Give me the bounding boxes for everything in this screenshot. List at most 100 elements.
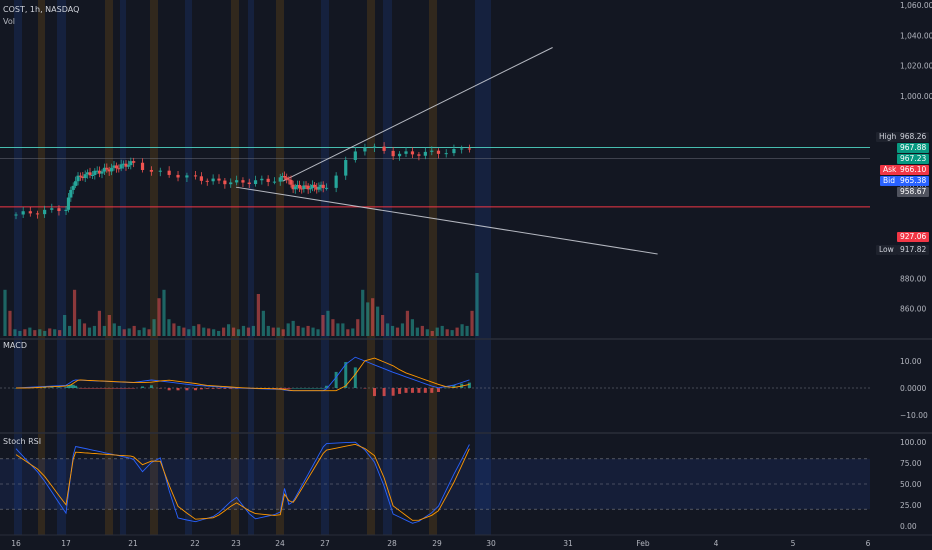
macd-histogram-bar [167, 388, 171, 391]
stoch-axis-tick: 25.00 [900, 501, 922, 510]
macd-histogram-bar [223, 388, 227, 389]
candle-body [217, 178, 221, 181]
volume-bar [3, 289, 7, 336]
candle-body [57, 208, 61, 211]
session-band [231, 0, 239, 535]
macd-histogram-bar [404, 388, 408, 393]
session-band [150, 0, 158, 535]
high-value: 968.26 [897, 132, 930, 142]
macd-histogram-bar [110, 388, 114, 389]
time-axis-label: 24 [275, 539, 285, 548]
volume-bar [147, 329, 151, 336]
candle-body [247, 182, 251, 185]
macd-histogram-bar [436, 388, 440, 393]
macd-histogram-bar [93, 388, 97, 389]
candle-body [100, 171, 104, 174]
volume-bar [23, 329, 27, 336]
candle-body [280, 176, 284, 178]
session-band [429, 0, 437, 535]
candle-body [324, 187, 329, 189]
macd-histogram-bar [278, 388, 282, 389]
volume-bar [316, 329, 320, 336]
candle-body [102, 167, 107, 172]
volume-bar [77, 319, 82, 336]
volume-bar [187, 329, 191, 336]
macd-histogram-bar [353, 367, 357, 388]
candle-body [95, 170, 99, 172]
candle-body [467, 148, 471, 150]
volume-bar [43, 330, 47, 336]
signal-line [16, 357, 470, 392]
candle-body [321, 184, 325, 189]
volume-bar [67, 325, 72, 336]
candle-body [126, 165, 130, 167]
macd-histogram-bar [112, 388, 116, 389]
candle-body [78, 175, 83, 177]
time-axis-label: 30 [486, 539, 496, 548]
macd-histogram-bar [211, 388, 215, 389]
volume-bar [142, 327, 146, 336]
macd-histogram-bar [363, 388, 367, 389]
volume-bar [296, 325, 300, 336]
macd-histogram-bar [149, 385, 153, 388]
time-axis-label: Feb [636, 539, 650, 548]
session-band [248, 0, 254, 535]
session-band [105, 0, 113, 535]
volume-bar [336, 323, 340, 336]
time-axis-label: 27 [320, 539, 330, 548]
time-axis-label: 6 [866, 539, 871, 548]
volume-bar [371, 298, 375, 336]
volume-bar [331, 319, 335, 336]
macd-histogram-bar [272, 388, 276, 389]
macd-histogram-bar [302, 388, 306, 389]
candle-body [302, 185, 306, 190]
candle-body [253, 180, 258, 185]
stoch-k-line [15, 441, 470, 524]
upper-trendline [282, 47, 553, 182]
session-band [120, 0, 126, 535]
candle-body [107, 169, 111, 172]
low-label: Low [876, 245, 897, 255]
candle-body [417, 154, 421, 156]
time-axis-label: 31 [563, 539, 573, 548]
candle-body [315, 186, 319, 190]
volume-bar [301, 327, 305, 336]
volume-bar [112, 323, 116, 336]
stoch-axis-tick: 100.00 [900, 438, 926, 447]
candle-body [140, 162, 145, 170]
macd-histogram-bar [467, 382, 471, 388]
volume-bar [311, 327, 315, 336]
volume-bar [276, 327, 280, 336]
price-tag-958-67: 958.67 [897, 187, 930, 197]
price-tag-967-23: 967.23 [897, 154, 930, 164]
volume-bar [321, 315, 325, 336]
macd-histogram-bar [86, 388, 90, 389]
candle-body [404, 151, 408, 154]
candle-body [278, 177, 282, 182]
session-band [475, 0, 491, 535]
macd-histogram-bar [119, 388, 123, 389]
volume-bar [450, 330, 454, 336]
macd-histogram-bar [317, 388, 321, 389]
volume-bar [127, 328, 131, 336]
candle-body [313, 184, 317, 187]
volume-bar [410, 319, 415, 336]
volume-bar [385, 323, 390, 336]
volume-bar [271, 327, 275, 336]
volume-bar [231, 327, 236, 336]
candle-body [460, 148, 464, 150]
candle-body [229, 182, 233, 185]
stoch-d-line [15, 443, 470, 521]
candle-body [260, 178, 264, 181]
macd-histogram-bar [114, 388, 118, 389]
candle-body [266, 178, 270, 182]
volume-bar [72, 289, 77, 336]
candle-body [310, 184, 315, 189]
price-axis-tick: 880.00 [900, 274, 926, 283]
macd-histogram-bar [141, 386, 145, 388]
volume-bar [38, 329, 42, 336]
macd-histogram-bar [43, 387, 47, 388]
macd-histogram-bar [78, 388, 82, 389]
volume-bar [356, 319, 360, 336]
volume-bar [430, 330, 434, 336]
